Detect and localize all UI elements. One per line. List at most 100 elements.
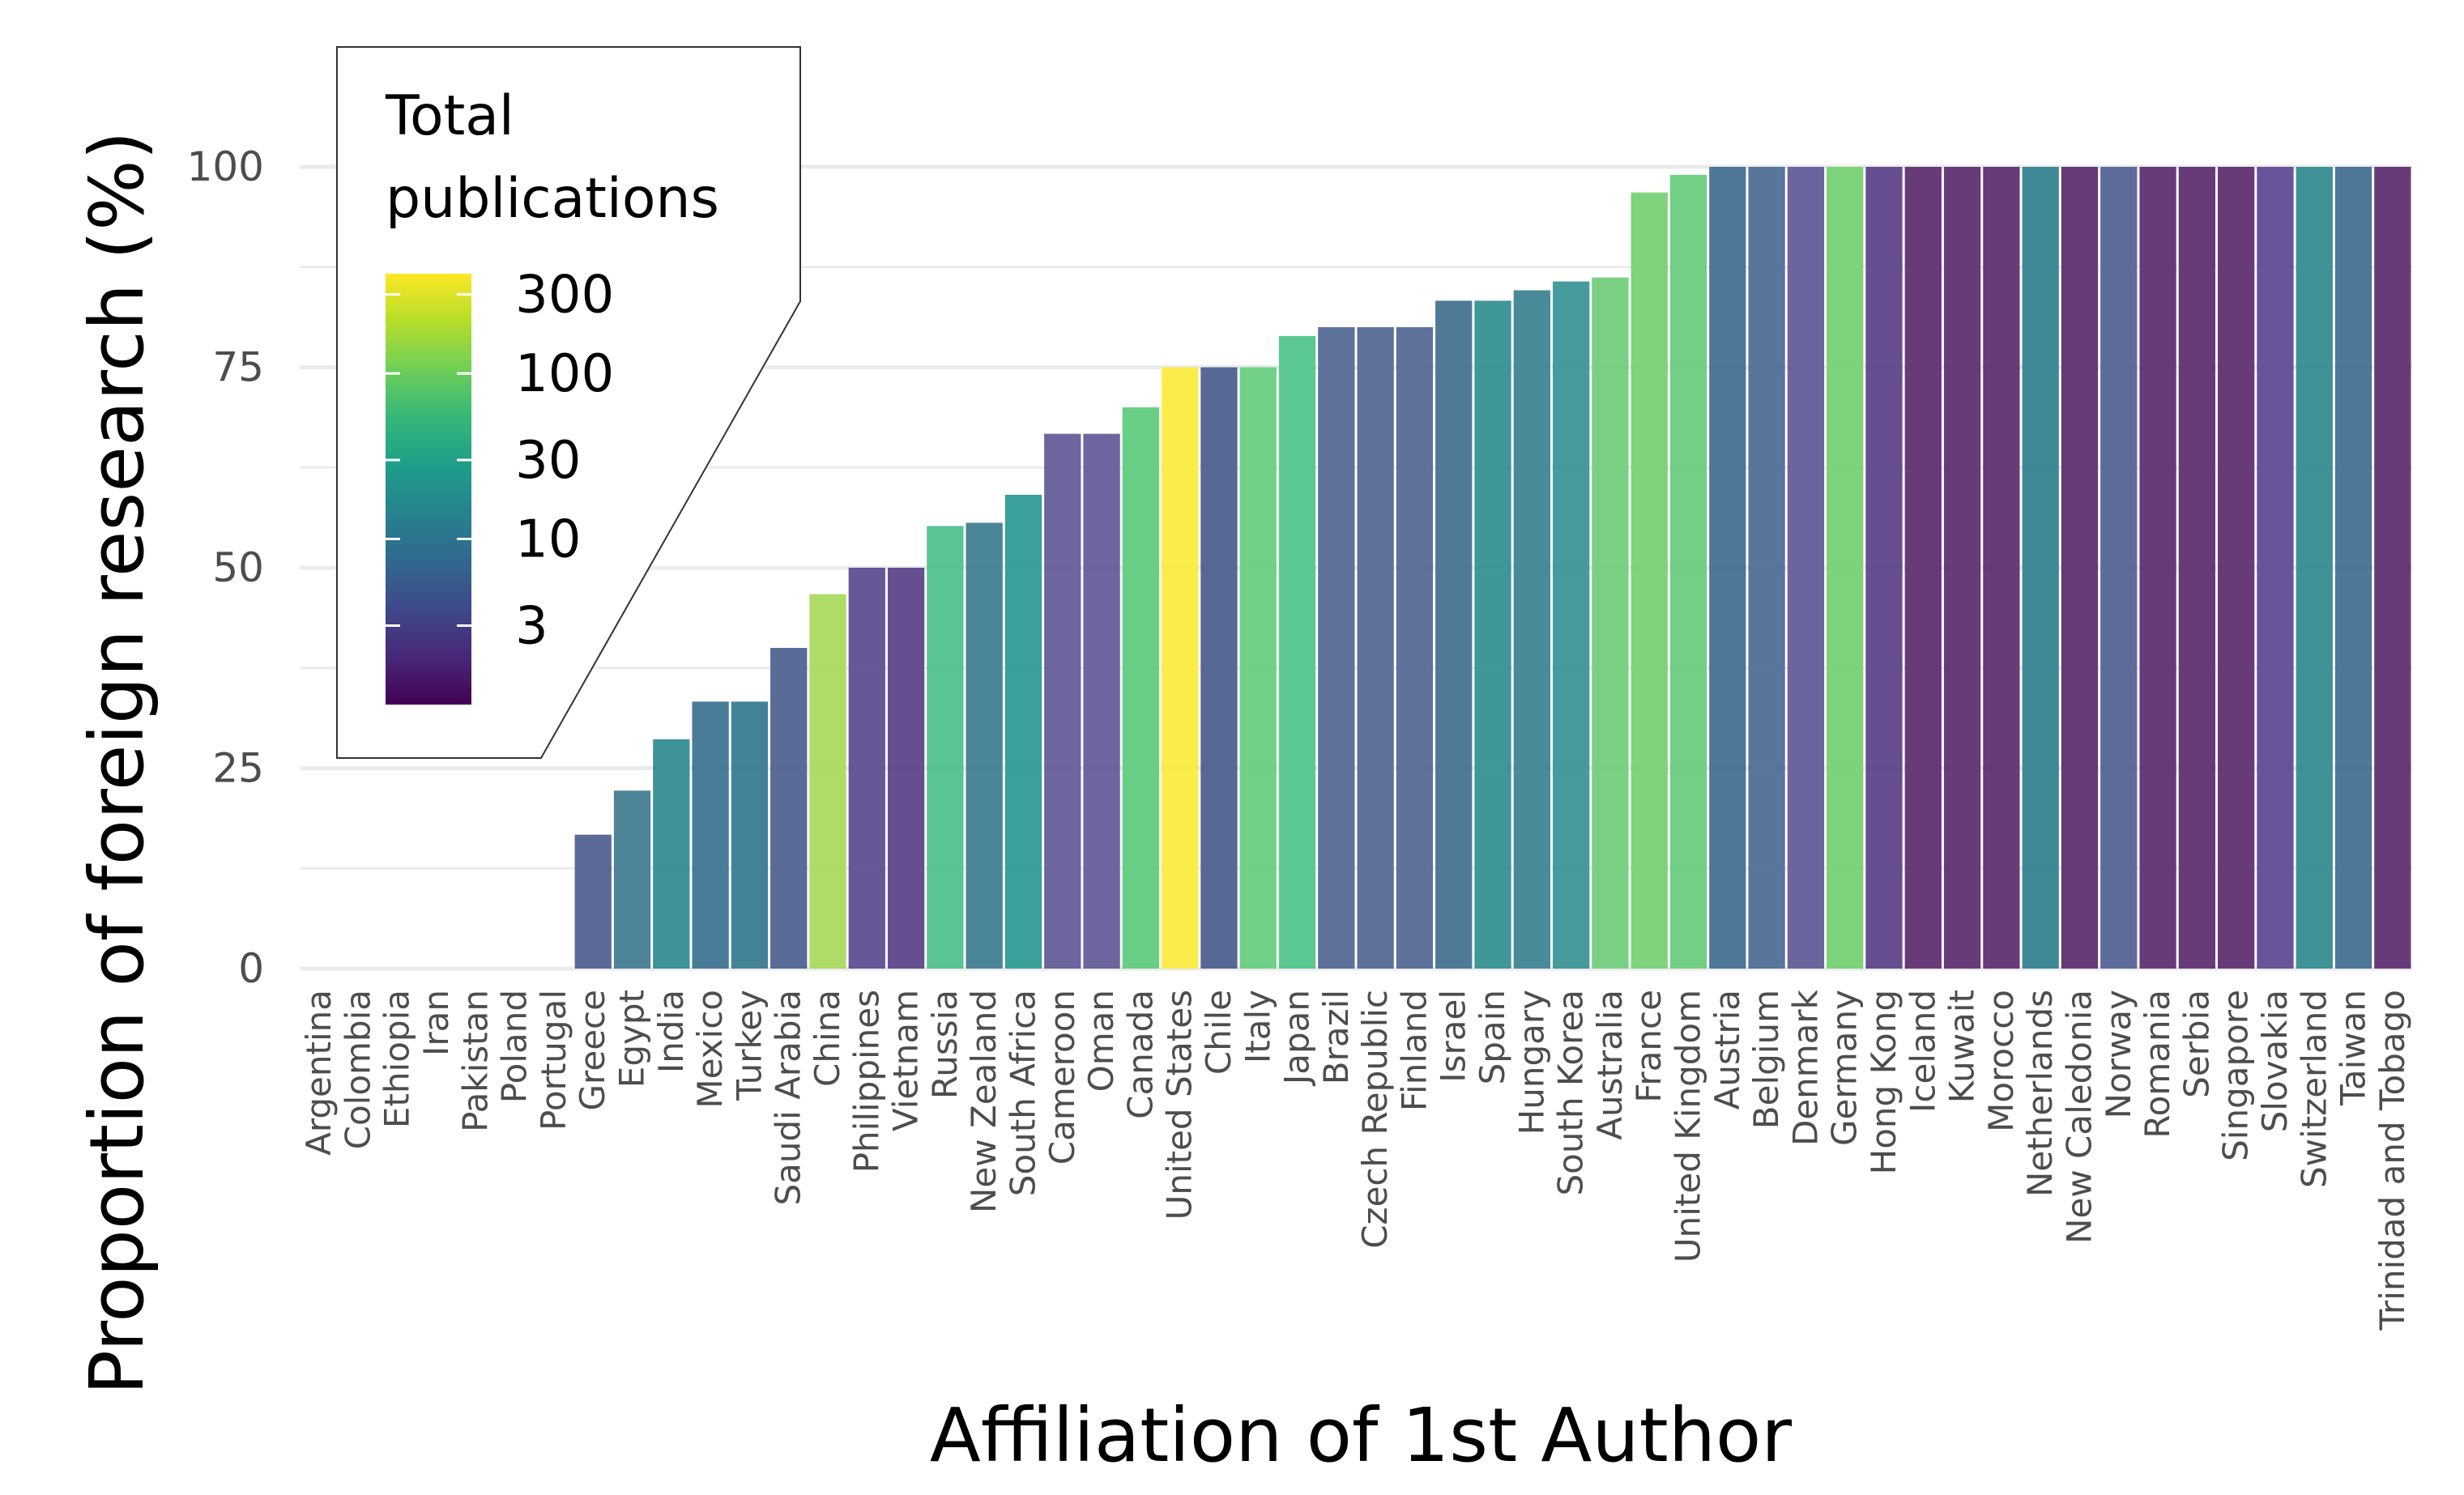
legend-tick-label: 30 <box>515 431 581 491</box>
bar-serbia <box>2178 167 2216 969</box>
x-tick-label: New Caledonia <box>2059 990 2099 1244</box>
x-tick-label: Iran <box>416 990 456 1056</box>
bar-saudi-arabia <box>770 648 808 969</box>
x-tick-label: Romania <box>2138 990 2177 1139</box>
bar-chile <box>1200 367 1238 969</box>
x-tick-label: India <box>651 990 691 1073</box>
bar-turkey <box>731 701 769 969</box>
bar-italy <box>1239 367 1277 969</box>
bar-norway <box>2100 167 2138 969</box>
x-tick-label: Serbia <box>2176 990 2216 1098</box>
x-tick-label: Hong Kong <box>1864 990 1903 1174</box>
x-tick-label: Italy <box>1238 990 1277 1063</box>
x-tick-label: Hungary <box>1511 990 1551 1135</box>
y-tick-label: 100 <box>187 143 264 190</box>
legend-tick-label: 10 <box>515 510 581 570</box>
bar-israel <box>1435 300 1473 969</box>
bar-new-caledonia <box>2061 167 2099 969</box>
color-legend: Total publications 300 100 30 10 3 <box>336 46 801 759</box>
x-tick-label: Portugal <box>534 990 573 1131</box>
x-tick-label: Philippines <box>846 990 886 1173</box>
x-tick-label: Kuwait <box>1942 990 1982 1103</box>
legend-tick-label: 100 <box>515 344 614 404</box>
bar-philippines <box>848 568 885 969</box>
x-axis-ticks: Argentina Colombia Ethiopia Iran Pakistan Pol… <box>299 989 2412 1331</box>
bar-czech-republic <box>1357 327 1394 969</box>
y-axis-ticks: 0 25 50 75 100 <box>187 143 264 992</box>
legend-title-line-1: Total <box>385 84 514 148</box>
y-axis-title: Proportion of foreign research (%) <box>74 131 160 1395</box>
x-tick-label: Slovakia <box>2255 990 2295 1132</box>
bar-spain <box>1474 300 1511 969</box>
x-tick-label: South Africa <box>1003 990 1042 1196</box>
x-tick-label: Turkey <box>729 990 769 1101</box>
bar-germany <box>1827 167 1864 969</box>
bar-trinidad-and-tobago <box>2374 167 2411 969</box>
x-tick-label: Ethiopia <box>377 990 417 1128</box>
bar-india <box>653 739 690 969</box>
x-tick-label: Cameroon <box>1042 990 1082 1165</box>
x-tick-label: Pakistan <box>455 990 495 1132</box>
x-axis-title: Affiliation of 1st Author <box>930 1392 1792 1479</box>
bar-hungary <box>1513 290 1550 969</box>
x-tick-label: Austria <box>1707 990 1747 1110</box>
bar-taiwan <box>2334 167 2372 969</box>
y-tick-label: 25 <box>212 745 264 792</box>
bar-denmark <box>1787 167 1825 969</box>
bar-japan <box>1278 335 1316 969</box>
x-tick-label: Czech Republic <box>1355 990 1395 1249</box>
x-tick-label: Argentina <box>299 990 339 1156</box>
x-tick-label: Vietnam <box>886 990 926 1131</box>
bar-iceland <box>1904 167 1942 969</box>
y-tick-label: 75 <box>212 344 264 391</box>
x-tick-label: Australia <box>1590 990 1630 1140</box>
legend-tick-label: 300 <box>515 266 614 326</box>
x-tick-label: Canada <box>1120 990 1160 1119</box>
x-tick-label: France <box>1629 990 1669 1103</box>
bar-vietnam <box>887 568 925 969</box>
bar-australia <box>1592 277 1629 969</box>
bar-switzerland <box>2296 167 2333 969</box>
bar-china <box>809 594 846 969</box>
x-tick-label: United Kingdom <box>1669 990 1708 1263</box>
x-tick-label: Belgium <box>1746 990 1786 1129</box>
x-tick-label: Oman <box>1081 990 1121 1092</box>
x-tick-label: Chile <box>1199 990 1238 1075</box>
x-tick-label: Greece <box>573 990 612 1111</box>
y-tick-label: 50 <box>212 544 264 591</box>
legend-colorbar <box>386 274 471 705</box>
bar-france <box>1631 192 1668 969</box>
bar-austria <box>1709 167 1746 969</box>
x-tick-label: China <box>808 990 847 1087</box>
bar-south-korea <box>1552 281 1590 969</box>
x-tick-label: Spain <box>1473 990 1512 1084</box>
bar-romania <box>2139 167 2176 969</box>
bar-slovakia <box>2257 167 2294 969</box>
bar-kuwait <box>1943 167 1981 969</box>
bar-hong-kong <box>1865 167 1903 969</box>
x-tick-label: Denmark <box>1785 989 1825 1146</box>
legend-title-line-2: publications <box>386 167 719 231</box>
bars <box>574 167 2411 969</box>
x-tick-label: Colombia <box>338 990 377 1149</box>
x-tick-label: Saudi Arabia <box>769 990 808 1206</box>
bar-south-africa <box>1004 494 1042 969</box>
x-tick-label: Iceland <box>1903 990 1942 1113</box>
y-tick-label: 0 <box>238 945 264 992</box>
bar-finland <box>1396 327 1434 969</box>
bar-oman <box>1083 433 1120 969</box>
legend-tick-label: 3 <box>515 596 548 656</box>
x-tick-label: Poland <box>495 990 535 1103</box>
bar-greece <box>574 834 612 969</box>
x-tick-label: Switzerland <box>2294 990 2334 1188</box>
bar-canada <box>1122 407 1160 969</box>
bar-morocco <box>1983 167 2020 969</box>
bar-new-zealand <box>966 522 1003 969</box>
bar-united-kingdom <box>1669 174 1707 969</box>
bar-brazil <box>1318 327 1355 969</box>
bar-egypt <box>613 790 651 969</box>
x-tick-label: Germany <box>1825 990 1865 1146</box>
bar-netherlands <box>2022 167 2059 969</box>
x-tick-label: South Korea <box>1551 990 1591 1195</box>
x-tick-label: Singapore <box>2216 990 2256 1161</box>
